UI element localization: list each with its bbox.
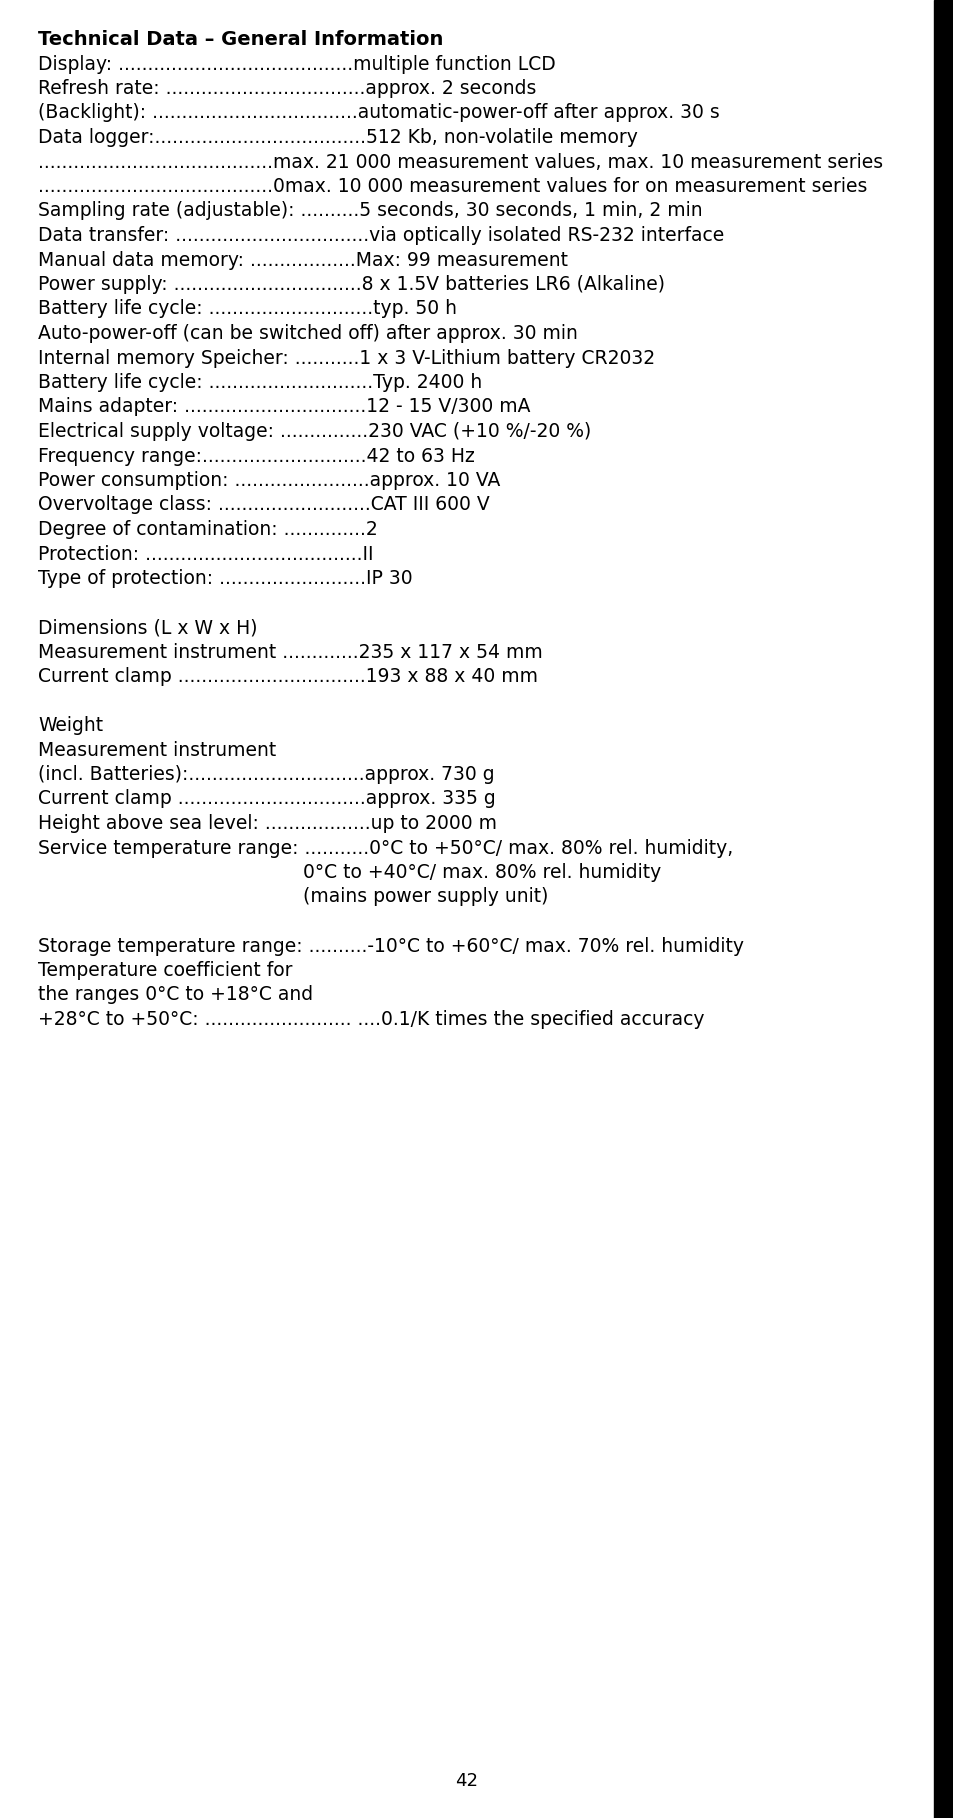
Text: ........................................0max. 10 000 measurement values for on m: ........................................… bbox=[38, 176, 866, 196]
Bar bbox=[933, 0, 953, 1818]
Text: Current clamp ................................approx. 335 g: Current clamp ..........................… bbox=[38, 789, 496, 809]
Text: Manual data memory: ..................Max: 99 measurement: Manual data memory: ..................Ma… bbox=[38, 251, 567, 269]
Text: Mains adapter: ...............................12 - 15 V/300 mA: Mains adapter: .........................… bbox=[38, 398, 530, 416]
Text: 42: 42 bbox=[455, 1773, 478, 1791]
Text: (Backlight): ...................................automatic-power-off after approx: (Backlight): ...........................… bbox=[38, 104, 719, 122]
Text: Protection: .....................................II: Protection: ............................… bbox=[38, 545, 374, 564]
Text: Service temperature range: ...........0°C to +50°C/ max. 80% rel. humidity,: Service temperature range: ...........0°… bbox=[38, 838, 733, 858]
Text: (incl. Batteries):..............................approx. 730 g: (incl. Batteries):......................… bbox=[38, 765, 494, 784]
Text: Type of protection: .........................IP 30: Type of protection: ....................… bbox=[38, 569, 413, 587]
Text: Data transfer: .................................via optically isolated RS-232 in: Data transfer: .........................… bbox=[38, 225, 723, 245]
Text: Dimensions (L x W x H): Dimensions (L x W x H) bbox=[38, 618, 257, 636]
Text: 0°C to +40°C/ max. 80% rel. humidity: 0°C to +40°C/ max. 80% rel. humidity bbox=[303, 864, 660, 882]
Text: Electrical supply voltage: ...............230 VAC (+10 %/-20 %): Electrical supply voltage: .............… bbox=[38, 422, 591, 442]
Text: Auto-power-off (can be switched off) after approx. 30 min: Auto-power-off (can be switched off) aft… bbox=[38, 324, 578, 344]
Text: Weight: Weight bbox=[38, 716, 103, 734]
Text: ........................................max. 21 000 measurement values, max. 10 : ........................................… bbox=[38, 153, 882, 171]
Text: Internal memory Speicher: ...........1 x 3 V-Lithium battery CR2032: Internal memory Speicher: ...........1 x… bbox=[38, 349, 655, 367]
Text: Refresh rate: ..................................approx. 2 seconds: Refresh rate: ..........................… bbox=[38, 78, 536, 98]
Text: Display: ........................................multiple function LCD: Display: ...............................… bbox=[38, 55, 556, 73]
Text: Data logger:....................................512 Kb, non-volatile memory: Data logger:............................… bbox=[38, 127, 638, 147]
Text: Battery life cycle: ............................typ. 50 h: Battery life cycle: ....................… bbox=[38, 300, 456, 318]
Text: Temperature coefficient for: Temperature coefficient for bbox=[38, 962, 293, 980]
Text: Overvoltage class: ..........................CAT III 600 V: Overvoltage class: .....................… bbox=[38, 496, 489, 514]
Text: Current clamp ................................193 x 88 x 40 mm: Current clamp ..........................… bbox=[38, 667, 537, 685]
Text: the ranges 0°C to +18°C and: the ranges 0°C to +18°C and bbox=[38, 985, 313, 1005]
Text: Frequency range:............................42 to 63 Hz: Frequency range:........................… bbox=[38, 447, 475, 465]
Text: (mains power supply unit): (mains power supply unit) bbox=[303, 887, 548, 907]
Text: Sampling rate (adjustable): ..........5 seconds, 30 seconds, 1 min, 2 min: Sampling rate (adjustable): ..........5 … bbox=[38, 202, 702, 220]
Text: Measurement instrument: Measurement instrument bbox=[38, 740, 276, 760]
Text: Power supply: ................................8 x 1.5V batteries LR6 (Alkaline): Power supply: ..........................… bbox=[38, 275, 664, 295]
Text: Measurement instrument .............235 x 117 x 54 mm: Measurement instrument .............235 … bbox=[38, 642, 542, 662]
Text: Technical Data – General Information: Technical Data – General Information bbox=[38, 31, 443, 49]
Text: Storage temperature range: ..........-10°C to +60°C/ max. 70% rel. humidity: Storage temperature range: ..........-10… bbox=[38, 936, 743, 956]
Text: Battery life cycle: ............................Typ. 2400 h: Battery life cycle: ....................… bbox=[38, 373, 482, 393]
Text: Height above sea level: ..................up to 2000 m: Height above sea level: ................… bbox=[38, 814, 497, 833]
Text: +28°C to +50°C: ......................... ....0.1/K times the specified accuracy: +28°C to +50°C: ........................… bbox=[38, 1011, 703, 1029]
Text: Degree of contamination: ..............2: Degree of contamination: ..............2 bbox=[38, 520, 377, 538]
Text: Power consumption: .......................approx. 10 VA: Power consumption: .....................… bbox=[38, 471, 500, 491]
